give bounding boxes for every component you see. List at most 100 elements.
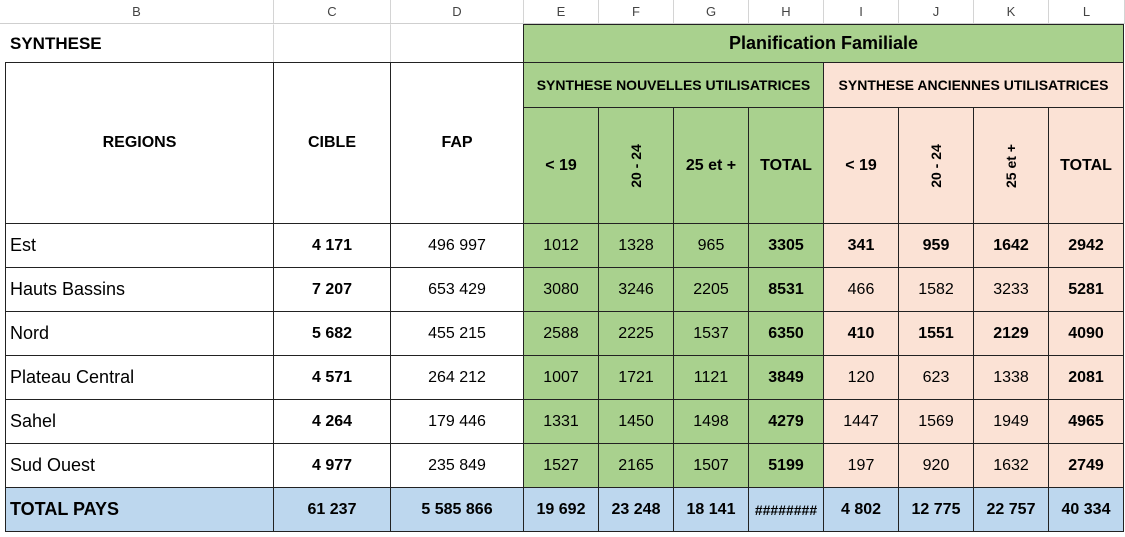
- header-fap[interactable]: FAP: [390, 62, 524, 224]
- total-new-users-cell[interactable]: 18 141: [673, 487, 749, 532]
- old-users-cell[interactable]: 466: [823, 267, 899, 312]
- column-header-b[interactable]: B: [0, 0, 274, 24]
- new-users-cell[interactable]: 6350: [748, 311, 824, 356]
- total-old-users-cell[interactable]: 12 775: [898, 487, 974, 532]
- new-users-cell[interactable]: 3080: [523, 267, 599, 312]
- header-old-lt19[interactable]: < 19: [823, 107, 899, 224]
- column-header-e[interactable]: E: [524, 0, 599, 24]
- old-users-cell[interactable]: 5281: [1048, 267, 1124, 312]
- old-users-cell[interactable]: 120: [823, 355, 899, 400]
- old-users-cell[interactable]: 3233: [973, 267, 1049, 312]
- cible-cell[interactable]: 4 977: [273, 443, 391, 488]
- new-users-cell[interactable]: 2205: [673, 267, 749, 312]
- new-users-cell[interactable]: 1507: [673, 443, 749, 488]
- old-users-cell[interactable]: 2129: [973, 311, 1049, 356]
- region-name-cell[interactable]: Sahel: [5, 399, 274, 444]
- fap-cell[interactable]: 235 849: [390, 443, 524, 488]
- new-users-cell[interactable]: 1121: [673, 355, 749, 400]
- new-users-cell[interactable]: 4279: [748, 399, 824, 444]
- new-users-cell[interactable]: 1450: [598, 399, 674, 444]
- header-regions[interactable]: REGIONS: [5, 62, 274, 224]
- header-old-total[interactable]: TOTAL: [1048, 107, 1124, 224]
- total-fap-cell[interactable]: 5 585 866: [390, 487, 524, 532]
- new-users-cell[interactable]: 3246: [598, 267, 674, 312]
- new-users-cell[interactable]: 1527: [523, 443, 599, 488]
- column-header-l[interactable]: L: [1049, 0, 1125, 24]
- total-old-users-cell[interactable]: 22 757: [973, 487, 1049, 532]
- cible-cell[interactable]: 7 207: [273, 267, 391, 312]
- new-users-cell[interactable]: 2165: [598, 443, 674, 488]
- column-header-c[interactable]: C: [274, 0, 391, 24]
- new-users-cell[interactable]: 8531: [748, 267, 824, 312]
- old-users-cell[interactable]: 1569: [898, 399, 974, 444]
- cell-d-title[interactable]: [390, 24, 524, 63]
- sheet-title[interactable]: SYNTHESE: [10, 33, 102, 53]
- old-users-cell[interactable]: 959: [898, 223, 974, 268]
- old-users-cell[interactable]: 2749: [1048, 443, 1124, 488]
- new-users-cell[interactable]: 1498: [673, 399, 749, 444]
- new-users-cell[interactable]: 2225: [598, 311, 674, 356]
- header-old-20-24[interactable]: 20 - 24: [898, 107, 974, 224]
- group-title-planification[interactable]: Planification Familiale: [523, 24, 1124, 63]
- old-users-cell[interactable]: 1642: [973, 223, 1049, 268]
- region-name-cell[interactable]: Nord: [5, 311, 274, 356]
- old-users-cell[interactable]: 4090: [1048, 311, 1124, 356]
- column-header-i[interactable]: I: [824, 0, 899, 24]
- column-header-k[interactable]: K: [974, 0, 1049, 24]
- fap-cell[interactable]: 496 997: [390, 223, 524, 268]
- old-users-cell[interactable]: 920: [898, 443, 974, 488]
- new-users-cell[interactable]: 3305: [748, 223, 824, 268]
- old-users-cell[interactable]: 2081: [1048, 355, 1124, 400]
- header-new-users[interactable]: SYNTHESE NOUVELLES UTILISATRICES: [523, 62, 824, 108]
- fap-cell[interactable]: 653 429: [390, 267, 524, 312]
- cell-c-title[interactable]: [273, 24, 391, 63]
- old-users-cell[interactable]: 1551: [898, 311, 974, 356]
- new-users-cell[interactable]: 2588: [523, 311, 599, 356]
- region-name-cell[interactable]: Sud Ouest: [5, 443, 274, 488]
- total-new-users-cell[interactable]: 19 692: [523, 487, 599, 532]
- new-users-cell[interactable]: 3849: [748, 355, 824, 400]
- total-new-users-cell[interactable]: ########: [748, 487, 824, 532]
- old-users-cell[interactable]: 1949: [973, 399, 1049, 444]
- old-users-cell[interactable]: 1338: [973, 355, 1049, 400]
- new-users-cell[interactable]: 1328: [598, 223, 674, 268]
- header-cible[interactable]: CIBLE: [273, 62, 391, 224]
- total-old-users-cell[interactable]: 4 802: [823, 487, 899, 532]
- new-users-cell[interactable]: 5199: [748, 443, 824, 488]
- new-users-cell[interactable]: 1721: [598, 355, 674, 400]
- old-users-cell[interactable]: 2942: [1048, 223, 1124, 268]
- total-label-cell[interactable]: TOTAL PAYS: [5, 487, 274, 532]
- total-new-users-cell[interactable]: 23 248: [598, 487, 674, 532]
- new-users-cell[interactable]: 1537: [673, 311, 749, 356]
- old-users-cell[interactable]: 1632: [973, 443, 1049, 488]
- column-header-h[interactable]: H: [749, 0, 824, 24]
- old-users-cell[interactable]: 410: [823, 311, 899, 356]
- column-header-f[interactable]: F: [599, 0, 674, 24]
- column-header-j[interactable]: J: [899, 0, 974, 24]
- column-header-g[interactable]: G: [674, 0, 749, 24]
- total-old-users-cell[interactable]: 40 334: [1048, 487, 1124, 532]
- cible-cell[interactable]: 5 682: [273, 311, 391, 356]
- header-old-users[interactable]: SYNTHESE ANCIENNES UTILISATRICES: [823, 62, 1124, 108]
- cible-cell[interactable]: 4 171: [273, 223, 391, 268]
- header-old-25plus[interactable]: 25 et +: [973, 107, 1049, 224]
- header-new-total[interactable]: TOTAL: [748, 107, 824, 224]
- new-users-cell[interactable]: 1007: [523, 355, 599, 400]
- region-name-cell[interactable]: Est: [5, 223, 274, 268]
- old-users-cell[interactable]: 1447: [823, 399, 899, 444]
- new-users-cell[interactable]: 1331: [523, 399, 599, 444]
- cible-cell[interactable]: 4 264: [273, 399, 391, 444]
- region-name-cell[interactable]: Hauts Bassins: [5, 267, 274, 312]
- old-users-cell[interactable]: 1582: [898, 267, 974, 312]
- header-new-25plus[interactable]: 25 et +: [673, 107, 749, 224]
- old-users-cell[interactable]: 4965: [1048, 399, 1124, 444]
- header-new-lt19[interactable]: < 19: [523, 107, 599, 224]
- region-name-cell[interactable]: Plateau Central: [5, 355, 274, 400]
- old-users-cell[interactable]: 341: [823, 223, 899, 268]
- new-users-cell[interactable]: 965: [673, 223, 749, 268]
- old-users-cell[interactable]: 623: [898, 355, 974, 400]
- fap-cell[interactable]: 179 446: [390, 399, 524, 444]
- old-users-cell[interactable]: 197: [823, 443, 899, 488]
- header-new-20-24[interactable]: 20 - 24: [598, 107, 674, 224]
- cible-cell[interactable]: 4 571: [273, 355, 391, 400]
